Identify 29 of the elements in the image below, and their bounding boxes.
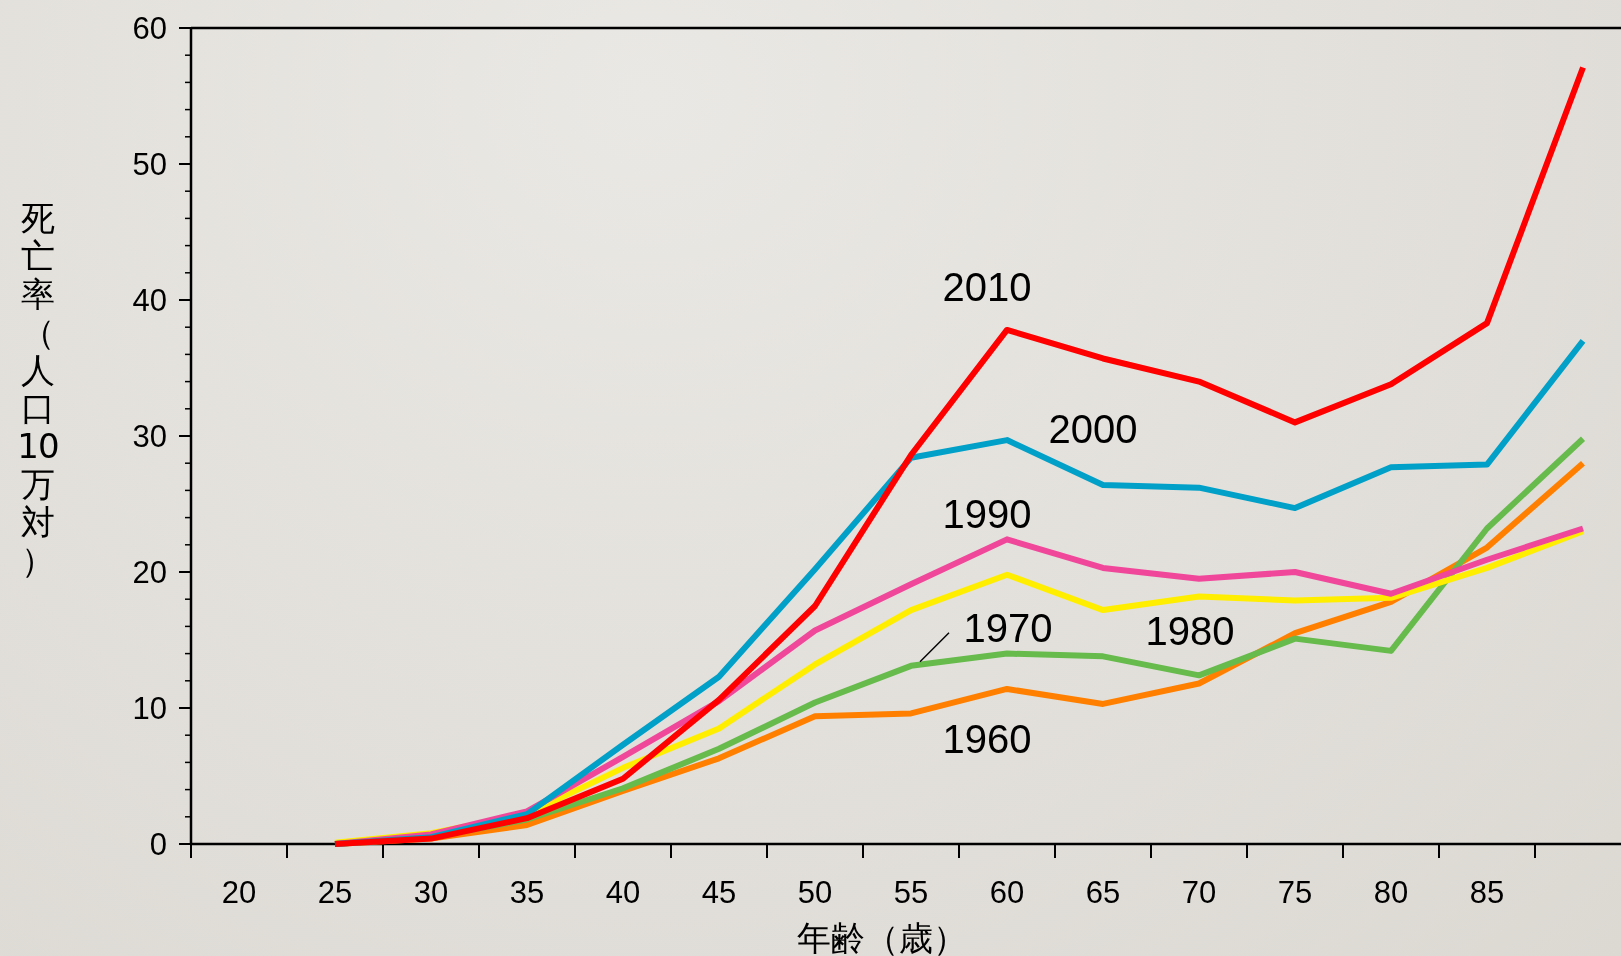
- x-tick-label: 85: [1469, 874, 1505, 910]
- y-tick-label: 60: [132, 10, 167, 46]
- series-label: 2010: [942, 264, 1032, 309]
- x-tick-label: 25: [317, 874, 353, 910]
- x-tick-label: 20: [221, 874, 257, 910]
- y-tick-label: 0: [149, 826, 167, 862]
- x-axis-title: 年齢（歳）: [797, 918, 968, 956]
- y-tick-label: 30: [132, 418, 167, 454]
- series-label: 1960: [942, 716, 1032, 761]
- y-tick-label: 50: [132, 146, 167, 182]
- y-tick-label: 10: [132, 690, 167, 726]
- x-tick-label: 50: [797, 874, 833, 910]
- series-label: 1980: [1145, 609, 1235, 654]
- series-label: 1990: [942, 492, 1032, 537]
- x-tick-label: 30: [413, 874, 449, 910]
- x-tick-label: 75: [1277, 874, 1313, 910]
- series-label: 1970: [963, 605, 1053, 650]
- x-tick-label: 40: [605, 874, 641, 910]
- series-label: 2000: [1048, 407, 1138, 452]
- x-tick-label: 80: [1373, 874, 1409, 910]
- x-tick-label: 35: [509, 874, 545, 910]
- y-tick-label: 40: [132, 282, 167, 318]
- x-tick-label: 55: [893, 874, 929, 910]
- x-tick-label: 45: [701, 874, 737, 910]
- x-tick-label: 65: [1085, 874, 1121, 910]
- text: 死亡率（人口10万対）: [17, 198, 59, 580]
- y-tick-label: 20: [132, 554, 167, 590]
- x-tick-label: 60: [989, 874, 1025, 910]
- x-tick-label: 70: [1181, 874, 1217, 910]
